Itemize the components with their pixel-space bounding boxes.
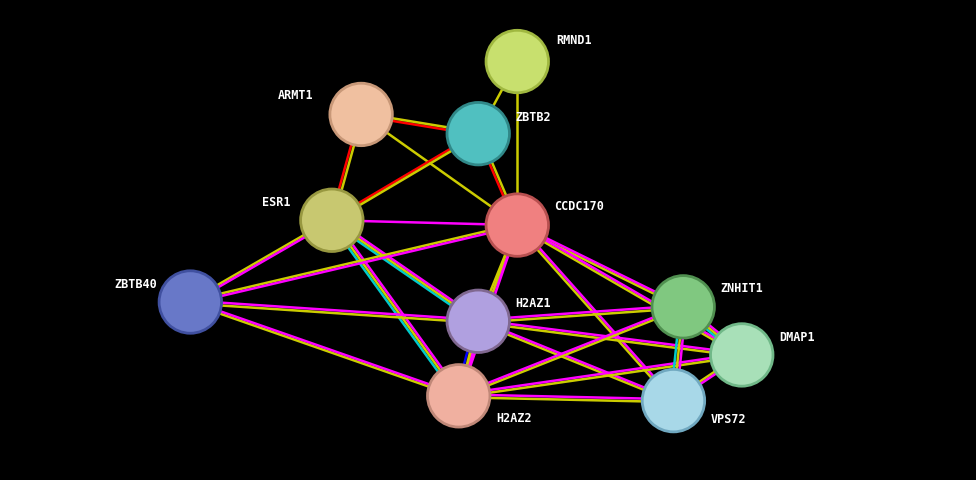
Ellipse shape (159, 271, 222, 334)
Ellipse shape (301, 190, 363, 252)
Ellipse shape (447, 290, 509, 353)
Ellipse shape (711, 324, 773, 386)
Text: DMAP1: DMAP1 (779, 330, 815, 344)
Ellipse shape (652, 276, 714, 338)
Ellipse shape (447, 103, 509, 166)
Text: ESR1: ESR1 (262, 196, 290, 209)
Text: ZNHIT1: ZNHIT1 (720, 281, 763, 295)
Text: ZBTB40: ZBTB40 (114, 277, 157, 291)
Text: H2AZ2: H2AZ2 (496, 411, 532, 424)
Ellipse shape (486, 194, 549, 257)
Text: RMND1: RMND1 (556, 34, 592, 48)
Ellipse shape (642, 370, 705, 432)
Ellipse shape (330, 84, 392, 146)
Text: CCDC170: CCDC170 (554, 200, 604, 213)
Text: ARMT1: ARMT1 (278, 88, 314, 102)
Text: VPS72: VPS72 (711, 412, 747, 426)
Text: H2AZ1: H2AZ1 (515, 297, 551, 310)
Ellipse shape (427, 365, 490, 427)
Text: ZBTB2: ZBTB2 (515, 111, 551, 124)
Ellipse shape (486, 31, 549, 94)
